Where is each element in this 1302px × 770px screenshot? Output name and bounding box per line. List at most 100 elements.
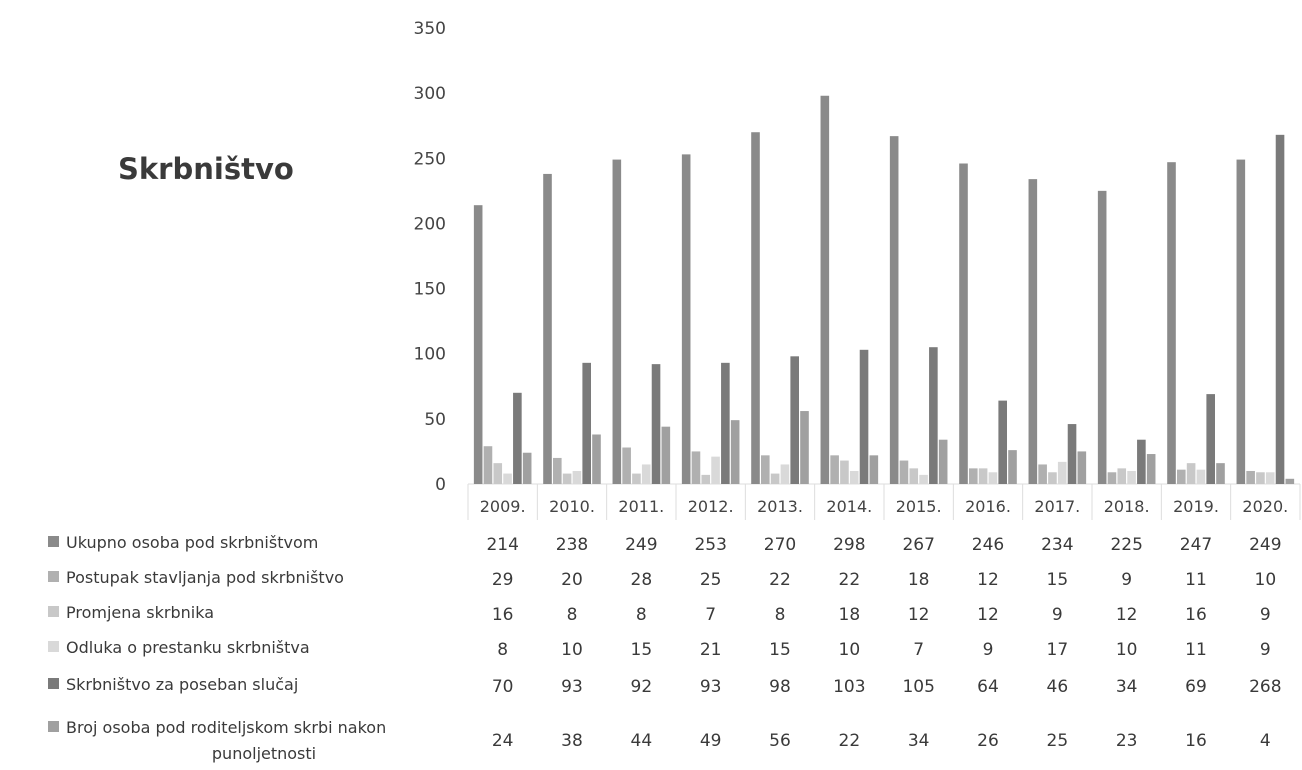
data-label: 10 <box>561 640 583 660</box>
bar <box>988 472 998 484</box>
legend-label: Broj osoba pod roditeljskom skrbi nakon <box>66 718 386 737</box>
x-axis-categories: 2009. 2010. 2011. 2012. 2013. 2014. 2015. 2016.… <box>480 497 1288 516</box>
bar <box>1038 464 1047 484</box>
y-tick-label: 350 <box>414 19 446 39</box>
bar <box>1077 451 1087 484</box>
data-label: 16 <box>1185 731 1207 751</box>
bar <box>701 474 711 484</box>
bar <box>780 464 790 484</box>
data-label: 70 <box>492 677 514 697</box>
bar <box>889 136 899 484</box>
data-label: 12 <box>977 570 999 590</box>
data-label: 9 <box>1260 605 1271 625</box>
y-tick-label: 150 <box>414 280 446 300</box>
data-label: 225 <box>1110 535 1142 555</box>
bar <box>1057 461 1067 484</box>
data-label: 28 <box>631 570 653 590</box>
data-label: 98 <box>769 677 791 697</box>
bar <box>859 349 869 484</box>
data-label: 7 <box>705 605 716 625</box>
bar <box>849 470 859 484</box>
data-label: 92 <box>631 677 653 697</box>
data-label: 18 <box>908 570 930 590</box>
data-label: 23 <box>1116 731 1138 751</box>
data-label: 56 <box>769 731 791 751</box>
data-label: 21 <box>700 640 722 660</box>
bar <box>998 400 1007 484</box>
bar <box>711 456 720 484</box>
bar <box>978 468 988 484</box>
data-label: 24 <box>492 731 514 751</box>
bar <box>1097 190 1107 484</box>
data-label: 12 <box>977 605 999 625</box>
bar <box>899 460 909 484</box>
bar <box>1246 470 1255 484</box>
y-tick-label: 100 <box>414 345 446 365</box>
legend-swatch <box>48 606 59 617</box>
y-tick-label: 300 <box>414 84 446 104</box>
data-label: 238 <box>556 535 588 555</box>
data-label: 11 <box>1185 570 1207 590</box>
data-label: 246 <box>972 535 1004 555</box>
data-label: 9 <box>1052 605 1063 625</box>
data-label: 8 <box>497 640 508 660</box>
data-label: 10 <box>1255 570 1277 590</box>
bar <box>761 455 770 484</box>
bar <box>493 463 503 484</box>
bar <box>800 411 809 484</box>
bars <box>473 95 1295 485</box>
data-label: 249 <box>625 535 657 555</box>
data-label: 44 <box>631 731 653 751</box>
data-label: 64 <box>977 677 999 697</box>
data-label: 25 <box>1047 731 1069 751</box>
x-tick-label: 2013. <box>757 497 803 516</box>
bar <box>730 420 740 484</box>
x-tick-label: 2015. <box>896 497 942 516</box>
legend-label: Skrbništvo za poseban slučaj <box>66 675 298 694</box>
legend-swatch <box>48 678 59 689</box>
data-label: 12 <box>1116 605 1138 625</box>
data-label: 8 <box>567 605 578 625</box>
bar <box>969 468 978 484</box>
data-label: 8 <box>636 605 647 625</box>
data-label: 298 <box>833 535 865 555</box>
legend-swatch <box>48 641 59 652</box>
bar <box>522 452 532 484</box>
y-tick-label: 200 <box>414 214 446 234</box>
legend-label: Ukupno osoba pod skrbništvom <box>66 533 318 552</box>
bar <box>543 173 552 485</box>
data-label: 16 <box>1185 605 1207 625</box>
bar <box>513 392 522 484</box>
data-label: 22 <box>839 570 861 590</box>
bar <box>632 473 641 484</box>
bar <box>691 451 701 484</box>
data-label: 20 <box>561 570 583 590</box>
data-label: 93 <box>561 677 583 697</box>
y-axis: 0 50 100 150 200 250 300 350 <box>414 19 446 495</box>
bar <box>929 347 938 484</box>
bar <box>909 468 919 484</box>
data-label: 93 <box>700 677 722 697</box>
x-tick-label: 2009. <box>480 497 526 516</box>
x-tick-label: 2020. <box>1242 497 1288 516</box>
bar <box>473 205 483 484</box>
data-label: 15 <box>1047 570 1069 590</box>
x-tick-label: 2016. <box>965 497 1011 516</box>
bar <box>1285 478 1295 484</box>
bar <box>592 434 601 484</box>
bar <box>770 473 780 484</box>
legend-swatch <box>48 721 59 732</box>
data-label: 9 <box>1121 570 1132 590</box>
bar <box>1186 463 1196 484</box>
data-label: 12 <box>908 605 930 625</box>
x-tick-label: 2011. <box>618 497 664 516</box>
bar <box>1137 439 1146 484</box>
bar <box>562 473 572 484</box>
data-label: 15 <box>769 640 791 660</box>
bar <box>840 460 849 484</box>
data-label: 8 <box>775 605 786 625</box>
legend-label: punoljetnosti <box>212 744 316 763</box>
data-label: 105 <box>902 677 934 697</box>
bar <box>790 356 799 484</box>
